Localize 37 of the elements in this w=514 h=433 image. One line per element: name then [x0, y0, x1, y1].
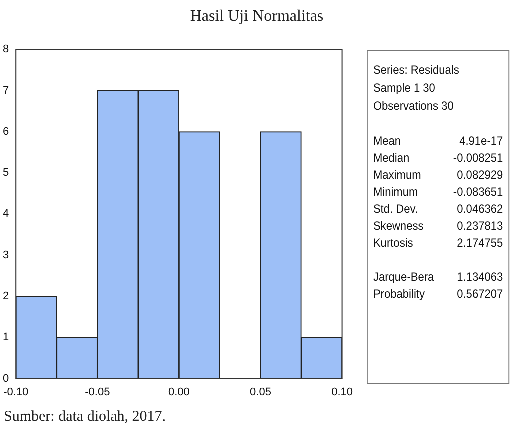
- category-label: Jarque-Bera: [373, 269, 434, 286]
- x-tick-label: -0.10: [4, 386, 29, 398]
- text: Series: Residuals: [373, 63, 460, 77]
- category-label: Std. Dev.: [373, 201, 418, 218]
- text: 4.91e-17: [460, 134, 504, 148]
- text: -0.008251: [453, 151, 504, 165]
- y-tick-label: 8: [2, 44, 10, 56]
- x-tick-label: 0.00: [168, 386, 190, 398]
- category-label: Median: [373, 150, 410, 167]
- category-label: Maximum: [373, 167, 422, 184]
- text: 0.046362: [457, 202, 504, 216]
- category-label: Probability: [373, 286, 425, 303]
- y-tick-label: 1: [2, 332, 10, 344]
- x-tick-label: -0.05: [85, 386, 110, 398]
- x-tick-label: 0.10: [332, 386, 354, 398]
- y-tick-label: 2: [2, 290, 10, 303]
- y-tick-label: 3: [2, 249, 10, 262]
- category-label: Mean: [373, 133, 402, 150]
- x-tick-label: 0.05: [250, 386, 272, 398]
- text: 2.174755: [457, 236, 504, 250]
- text: 0.082929: [457, 168, 504, 182]
- text: 0.237813: [457, 219, 504, 233]
- y-tick-label: 0: [2, 372, 10, 385]
- chart-title: Hasil Uji Normalitas: [189, 8, 325, 26]
- y-tick-label: 5: [2, 167, 10, 180]
- text: -0.083651: [453, 185, 504, 199]
- y-tick-label: 6: [2, 126, 10, 138]
- text: Sample 1 30: [373, 81, 436, 95]
- category-label: Skewness: [373, 218, 424, 235]
- category-label: Kurtosis: [373, 235, 414, 252]
- category-label: Minimum: [373, 184, 418, 201]
- text: Sumber: data diolah, 2017.: [4, 409, 166, 426]
- y-tick-label: 7: [2, 84, 10, 97]
- text: 1.134063: [457, 270, 504, 284]
- text: 0.567207: [457, 287, 504, 301]
- text: Observations 30: [373, 99, 454, 113]
- y-tick-label: 4: [2, 208, 10, 220]
